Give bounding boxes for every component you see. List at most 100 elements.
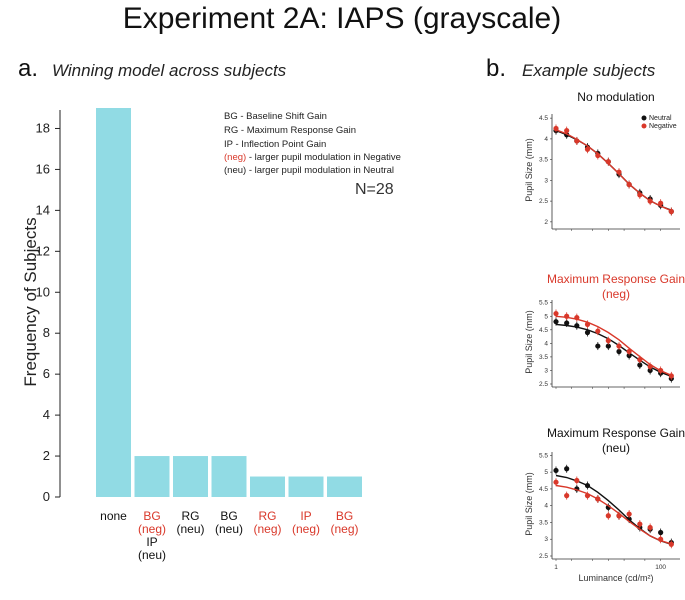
data-point-neutral [647, 367, 653, 374]
bar-y-tick-label: 10 [36, 284, 50, 299]
legend-rg: RG - Maximum Response Gain [224, 125, 356, 136]
data-point-neutral [605, 343, 611, 349]
fit-curve-negative [555, 315, 672, 376]
data-point-negative [647, 524, 653, 531]
bar-y-tick-label: 18 [36, 120, 50, 135]
data-point-negative [647, 363, 653, 369]
bar-category-label: (neg) [330, 522, 358, 536]
bar-4 [250, 476, 285, 497]
data-point-negative [637, 521, 643, 527]
data-point-negative [553, 125, 559, 132]
data-point-negative [637, 192, 643, 198]
data-point-neutral [584, 329, 591, 336]
data-point-negative [658, 367, 664, 374]
fit-curve-neutral [555, 129, 672, 211]
data-point-negative [564, 127, 570, 134]
bar-y-tick-label: 4 [43, 407, 50, 422]
bar-category-label: RG [182, 509, 200, 523]
legend-label-negative: Negative [649, 123, 677, 130]
bar-category-label: (neu) [176, 522, 204, 536]
bar-category-labels: none BG(neg)IP(neu)RG(neu)BG(neu)RG(neg)I… [100, 509, 358, 562]
data-point-negative [574, 138, 580, 144]
data-point-neutral [574, 323, 580, 329]
bar-y-tick-label: 0 [43, 489, 50, 504]
data-point-negative [584, 146, 591, 152]
example-y-tick-label: 4 [544, 503, 548, 510]
example-y-tick-label: 4 [544, 340, 548, 347]
example-y-tick-label: 3.5 [539, 354, 548, 361]
figure-title: Experiment 2A: IAPS (grayscale) [123, 2, 562, 35]
bar-category-label: BG [336, 509, 353, 523]
panel-a-subtitle: Winning model across subjects [52, 61, 287, 80]
legend-neu: (neu) - larger pupil modulation in Neutr… [224, 165, 394, 176]
panel-b-letter: b. [486, 55, 506, 82]
data-point-negative [605, 338, 611, 344]
data-point-neutral [658, 529, 664, 536]
data-point-negative [584, 493, 591, 499]
example-y-tick-label: 2.5 [539, 198, 548, 205]
legend-neg-tag: (neg) [224, 152, 246, 163]
bar-y-axis-label: Frequency of Subjects [21, 217, 40, 386]
fit-curve-neutral [555, 323, 672, 378]
example-plot-title: Maximum Response Gain [547, 272, 685, 286]
data-point-negative [616, 513, 622, 519]
data-point-negative [616, 169, 622, 175]
data-point-negative [668, 373, 674, 379]
data-point-negative [637, 357, 643, 363]
example-y-tick-label: 3.5 [539, 157, 548, 164]
example-plot-3: Maximum Response Gain(neu) 2.5 3 3.5 4 4.5 5 5.… [524, 426, 685, 583]
bar-category-label: BG [143, 509, 160, 523]
data-point-negative [647, 198, 653, 204]
bar-2 [173, 456, 208, 497]
data-point-neutral [584, 482, 591, 489]
data-point-negative [584, 321, 591, 327]
example-y-tick-label: 3 [544, 536, 548, 543]
data-point-negative [626, 181, 632, 188]
legend-marker-neutral [641, 115, 647, 121]
data-point-negative [605, 159, 611, 165]
data-point-negative [658, 200, 664, 206]
example-x-label: Luminance (cd/m²) [578, 573, 653, 583]
legend-label-neutral: Neutral [649, 115, 672, 122]
data-point-negative [616, 343, 622, 349]
example-y-tick-label: 3.5 [539, 519, 548, 526]
example-y-tick-label: 2.5 [539, 381, 548, 388]
bar-series [96, 108, 362, 497]
bar-1 [134, 456, 170, 497]
bar-y-tick-label: 16 [36, 161, 50, 176]
legend-ip: IP - Inflection Point Gain [224, 139, 326, 150]
sample-size: N=28 [355, 181, 394, 198]
data-point-negative [574, 315, 580, 321]
example-x-tick-label: 100 [655, 564, 666, 571]
example-y-tick-label: 5.5 [539, 300, 548, 307]
example-y-tick-label: 2 [544, 219, 548, 226]
bar-category-label: (neg) [138, 522, 166, 536]
data-point-negative [626, 511, 632, 517]
example-plot-title: No modulation [577, 90, 654, 104]
bar-y-tick-label: 6 [43, 366, 50, 381]
bar-category-label: IP [146, 535, 157, 549]
fit-curve-negative [555, 484, 672, 545]
data-point-negative [658, 536, 664, 542]
bar-y-tick-label: 14 [36, 202, 50, 217]
example-x-tick-label: 1 [554, 564, 558, 571]
data-point-neutral [553, 467, 559, 474]
bar-6 [327, 476, 362, 497]
fit-curve-negative [555, 129, 672, 212]
data-point-neutral [553, 319, 559, 325]
example-subject-plots: No modulation 2 2.5 3 3.5 4 4.5 Pupil Size (mm)… [524, 90, 685, 583]
bar-y-tick-label: 12 [36, 243, 50, 258]
data-point-negative [595, 152, 601, 159]
bar-category-label: (neg) [292, 522, 320, 536]
data-point-neutral [564, 466, 570, 472]
legend-bg: BG - Baseline Shift Gain [224, 111, 327, 122]
example-plot-title: (neu) [602, 441, 630, 455]
example-y-tick-label: 5 [544, 313, 548, 320]
legend-marker-negative [641, 123, 647, 129]
bar-category-label: IP [300, 509, 311, 523]
legend-neg-text: - larger pupil modulation in Negative [246, 152, 401, 163]
data-point-negative [564, 493, 570, 499]
example-y-label: Pupil Size (mm) [524, 310, 534, 374]
